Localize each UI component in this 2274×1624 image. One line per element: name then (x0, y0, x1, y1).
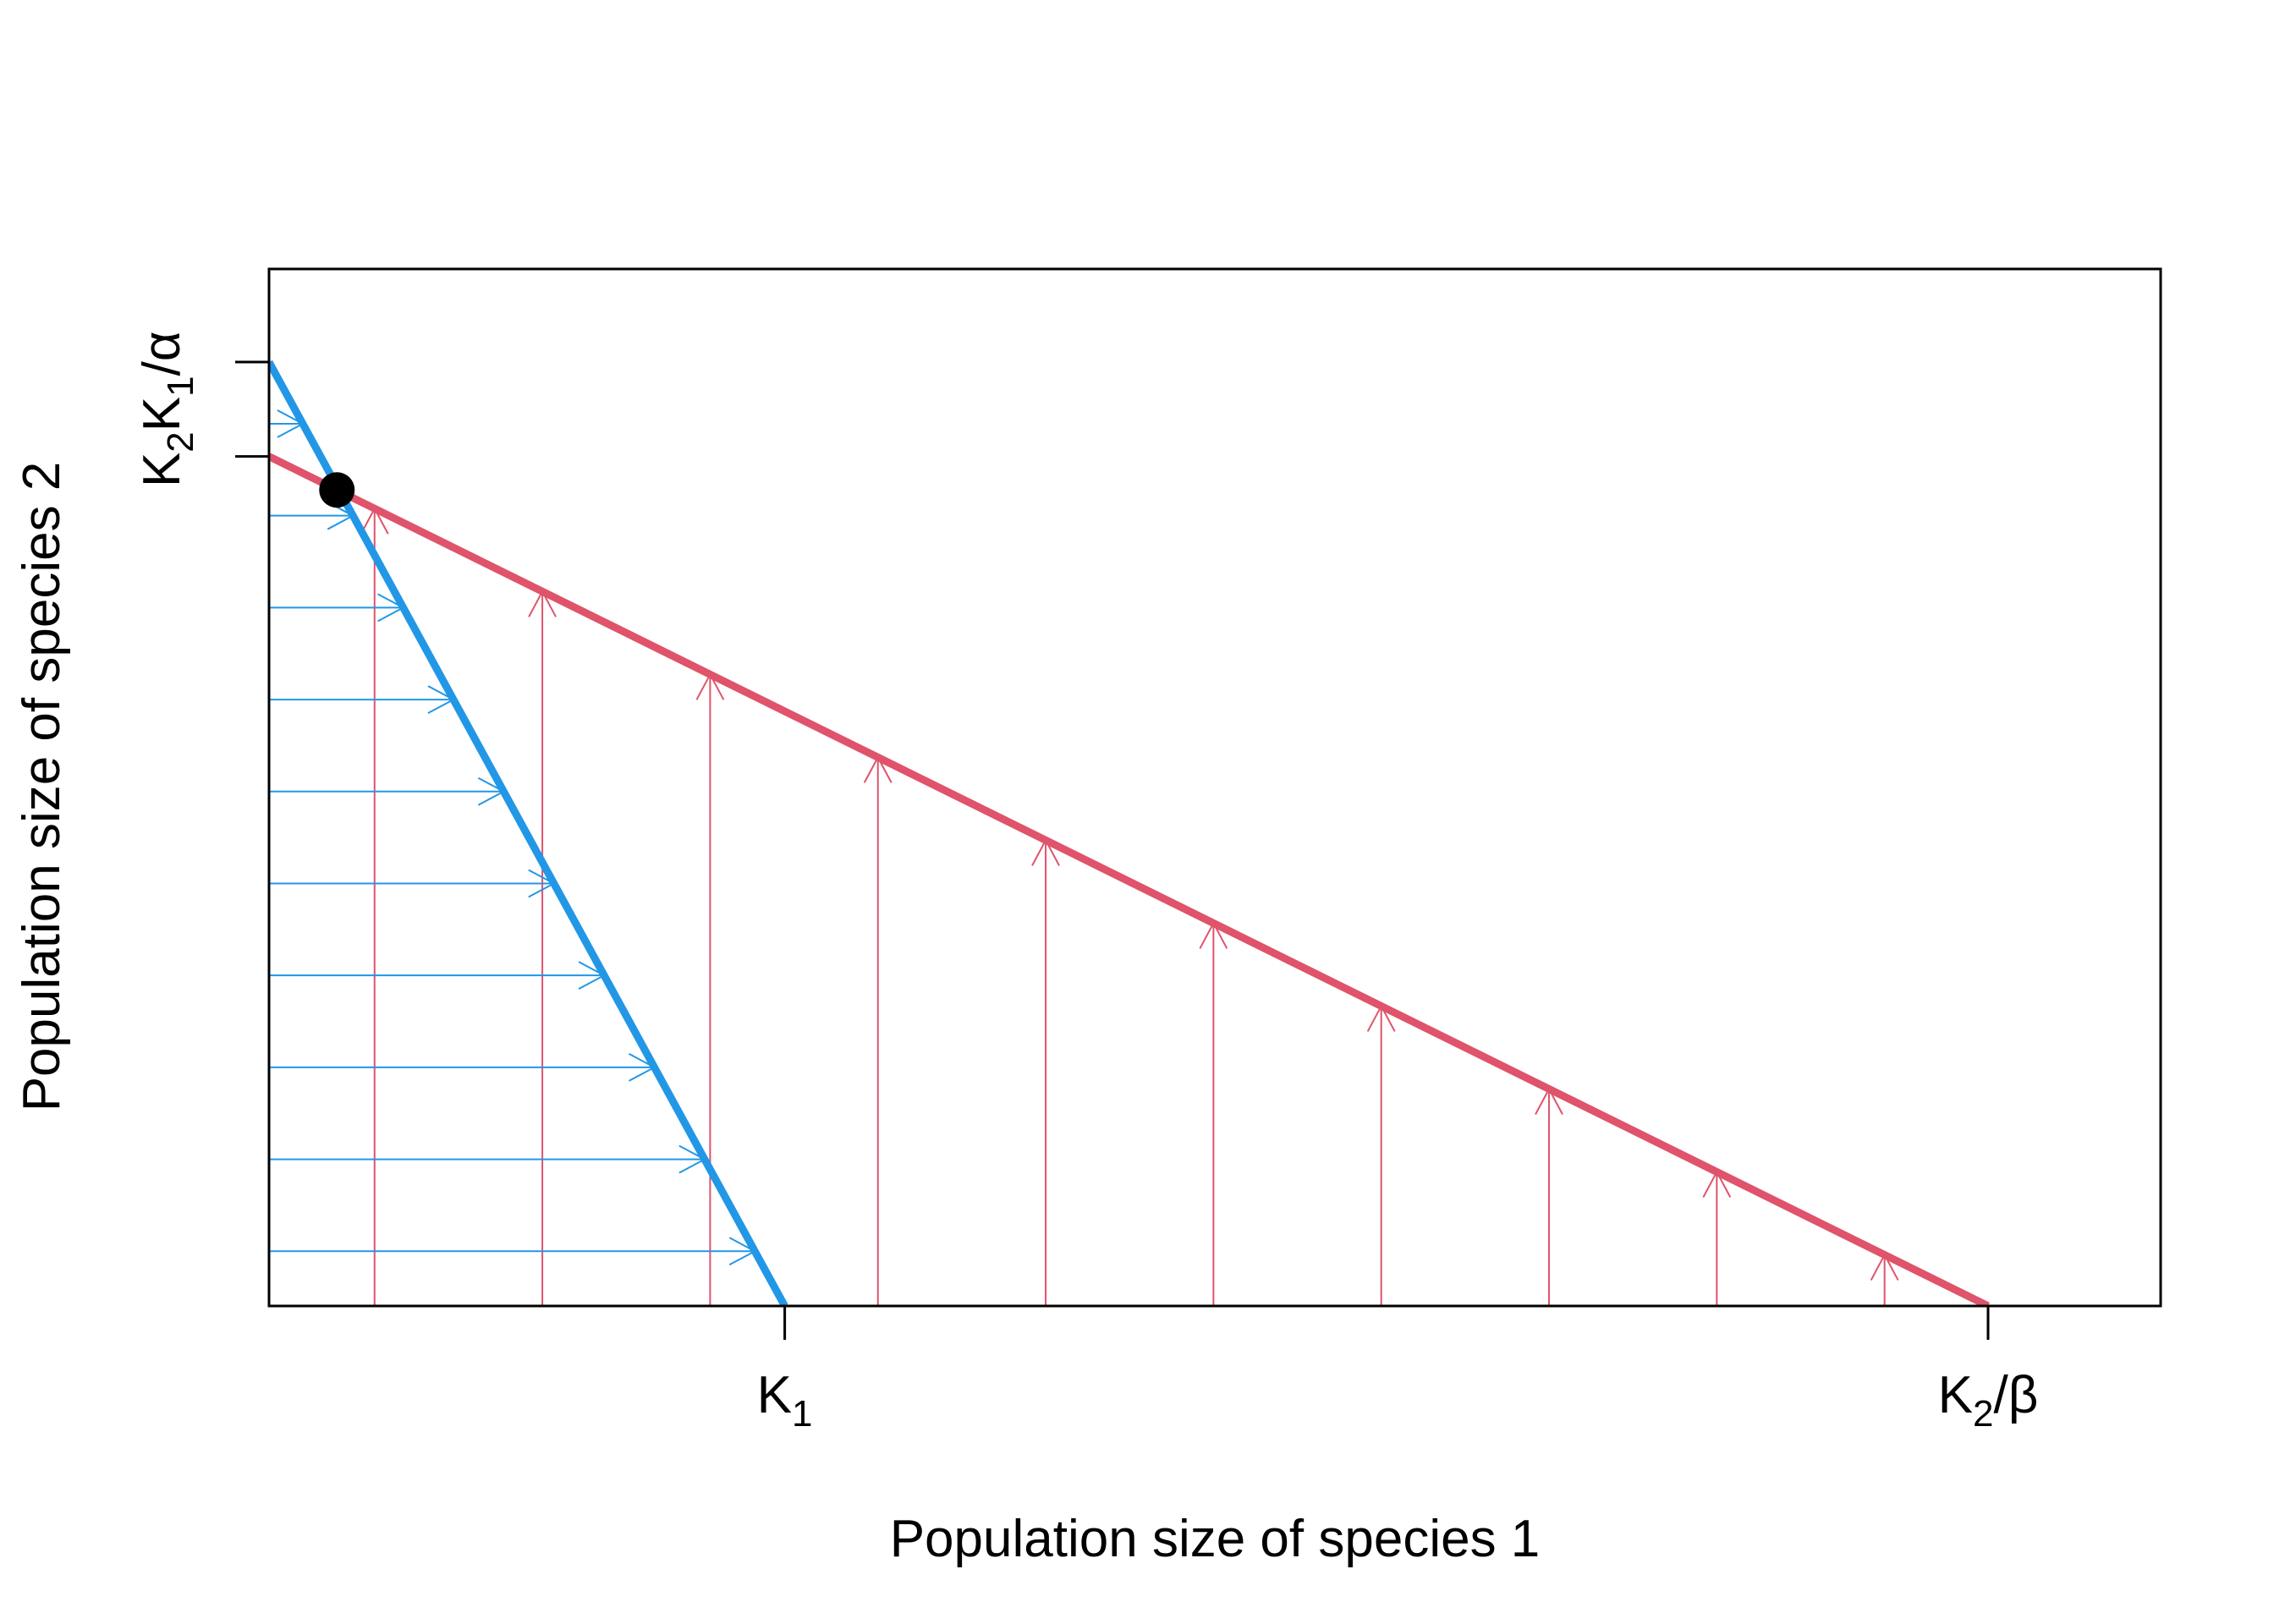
plot-content (269, 362, 1988, 1306)
y-tick-k2-label: K (133, 453, 191, 487)
y-tick-k1-alpha-label: K (133, 397, 191, 431)
species2-isocline (269, 457, 1988, 1306)
equilibrium-point (319, 472, 354, 508)
x-axis-title: Population size of species 1 (890, 1510, 1541, 1568)
y-tick-labels: K2K1/α (133, 331, 201, 487)
y-axis-title: Population size of species 2 (13, 462, 71, 1112)
plot-frame (269, 269, 2161, 1306)
x-tick-k1-label: K1 (757, 1366, 813, 1435)
x-tick-k2-beta-label: K2/β (1938, 1366, 2039, 1435)
